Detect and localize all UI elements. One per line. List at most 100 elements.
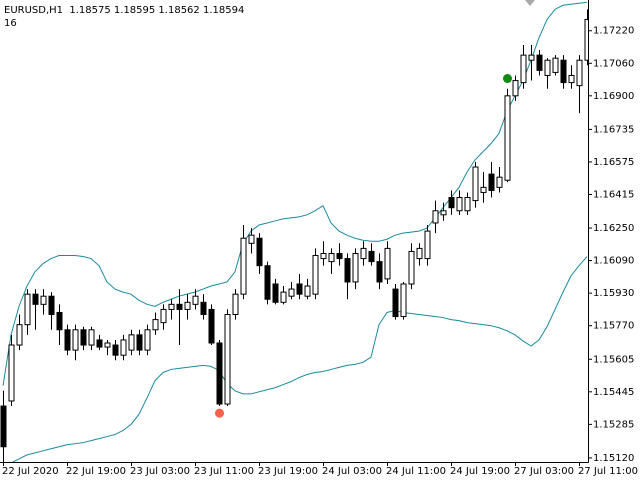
candle-body xyxy=(48,295,55,316)
x-tick-label: 23 Jul 19:00 xyxy=(258,466,318,477)
candle-body xyxy=(392,288,399,318)
y-tick-label: 1.16735 xyxy=(593,124,634,135)
candle-body xyxy=(24,293,31,326)
candle-body xyxy=(320,252,327,260)
candle-body xyxy=(432,210,439,224)
candle-body xyxy=(160,308,167,324)
candle-body xyxy=(256,237,263,267)
candle-body xyxy=(152,319,159,331)
candle-body xyxy=(568,74,575,84)
candle-body xyxy=(240,237,247,295)
x-tick-label: 23 Jul 03:00 xyxy=(130,466,190,477)
y-tick-label: 1.15930 xyxy=(593,288,634,299)
x-tick-label: 23 Jul 11:00 xyxy=(194,466,254,477)
candle-body xyxy=(112,344,119,356)
signal-dot xyxy=(503,74,512,84)
candle-body xyxy=(56,311,63,331)
candle-body xyxy=(400,283,407,318)
candle-body xyxy=(232,293,239,316)
candle-body xyxy=(280,291,287,303)
candle-body xyxy=(520,54,527,84)
candle-body xyxy=(416,247,423,260)
x-tick-label: 24 Jul 11:00 xyxy=(386,466,446,477)
candle-body xyxy=(104,342,111,348)
y-tick-label: 1.16250 xyxy=(593,223,634,234)
candle-body xyxy=(336,252,343,260)
candle-body xyxy=(528,54,535,61)
candle-body xyxy=(344,258,351,283)
y-tick-label: 1.15285 xyxy=(593,419,634,430)
candle-body xyxy=(544,59,551,76)
candle-body xyxy=(128,334,135,351)
y-tick-label: 1.16090 xyxy=(593,256,634,267)
candle-body xyxy=(488,173,495,191)
candle-body xyxy=(80,329,87,346)
candle-body xyxy=(168,303,175,310)
candle-body xyxy=(440,210,447,216)
signal-dot xyxy=(215,408,224,418)
candle-body xyxy=(288,288,295,297)
candle-body xyxy=(0,405,7,448)
candle-body xyxy=(512,80,519,97)
candle-body xyxy=(176,303,183,310)
candle-body xyxy=(296,283,303,295)
candle-body xyxy=(408,250,415,285)
candle-body xyxy=(352,252,359,283)
candle-body xyxy=(264,265,271,300)
candle-body xyxy=(96,339,103,348)
candle-body xyxy=(248,234,255,244)
y-tick-label: 1.15770 xyxy=(593,321,634,332)
candle-body xyxy=(192,295,199,305)
y-tick-label: 1.15120 xyxy=(593,453,634,464)
indicator-label: 16 xyxy=(4,18,17,29)
y-tick-label: 1.16900 xyxy=(593,91,634,102)
candle-body xyxy=(272,283,279,303)
x-tick-label: 24 Jul 19:00 xyxy=(450,466,510,477)
x-tick-label: 27 Jul 11:00 xyxy=(578,466,638,477)
plot-area xyxy=(0,1,588,462)
candle-body xyxy=(16,324,23,346)
candle-body xyxy=(456,197,463,212)
candle-body xyxy=(304,285,311,297)
candle-body xyxy=(376,261,383,283)
candle-body xyxy=(32,293,39,305)
candle-body xyxy=(496,176,503,188)
candle-body xyxy=(480,186,487,193)
candle-body xyxy=(224,314,231,405)
candle-body xyxy=(328,252,335,263)
candle-body xyxy=(560,59,567,84)
candle-body xyxy=(360,247,367,260)
signal-arrow xyxy=(525,0,535,6)
candle-body xyxy=(200,301,207,316)
candle-body xyxy=(72,329,79,351)
candle-body xyxy=(448,197,455,209)
y-tick-label: 1.17220 xyxy=(593,26,634,37)
chart-title: EURUSD,H1 1.18575 1.18595 1.18562 1.1859… xyxy=(4,5,244,16)
x-tick-label: 27 Jul 03:00 xyxy=(514,466,574,477)
candle-body xyxy=(120,339,127,356)
candle-body xyxy=(552,57,559,73)
candle-body xyxy=(216,342,223,405)
candle-body xyxy=(8,344,15,402)
candle-body xyxy=(424,230,431,260)
candle-body xyxy=(384,247,391,280)
candle-body xyxy=(584,19,588,61)
candle-body xyxy=(40,295,47,305)
x-tick-label: 22 Jul 2020 xyxy=(2,466,59,477)
candle-body xyxy=(464,197,471,212)
y-tick-label: 1.15605 xyxy=(593,354,634,365)
candle-body xyxy=(64,329,71,351)
candle-body xyxy=(208,308,215,344)
candle-body xyxy=(88,329,95,346)
y-tick-label: 1.17060 xyxy=(593,58,634,69)
y-tick-label: 1.15445 xyxy=(593,387,634,398)
candle-body xyxy=(504,95,511,181)
bollinger-band xyxy=(2,1,588,386)
x-tick-label: 22 Jul 19:00 xyxy=(66,466,126,477)
candle-body xyxy=(368,250,375,263)
candle-body xyxy=(536,54,543,71)
y-tick-label: 1.16575 xyxy=(593,157,634,168)
